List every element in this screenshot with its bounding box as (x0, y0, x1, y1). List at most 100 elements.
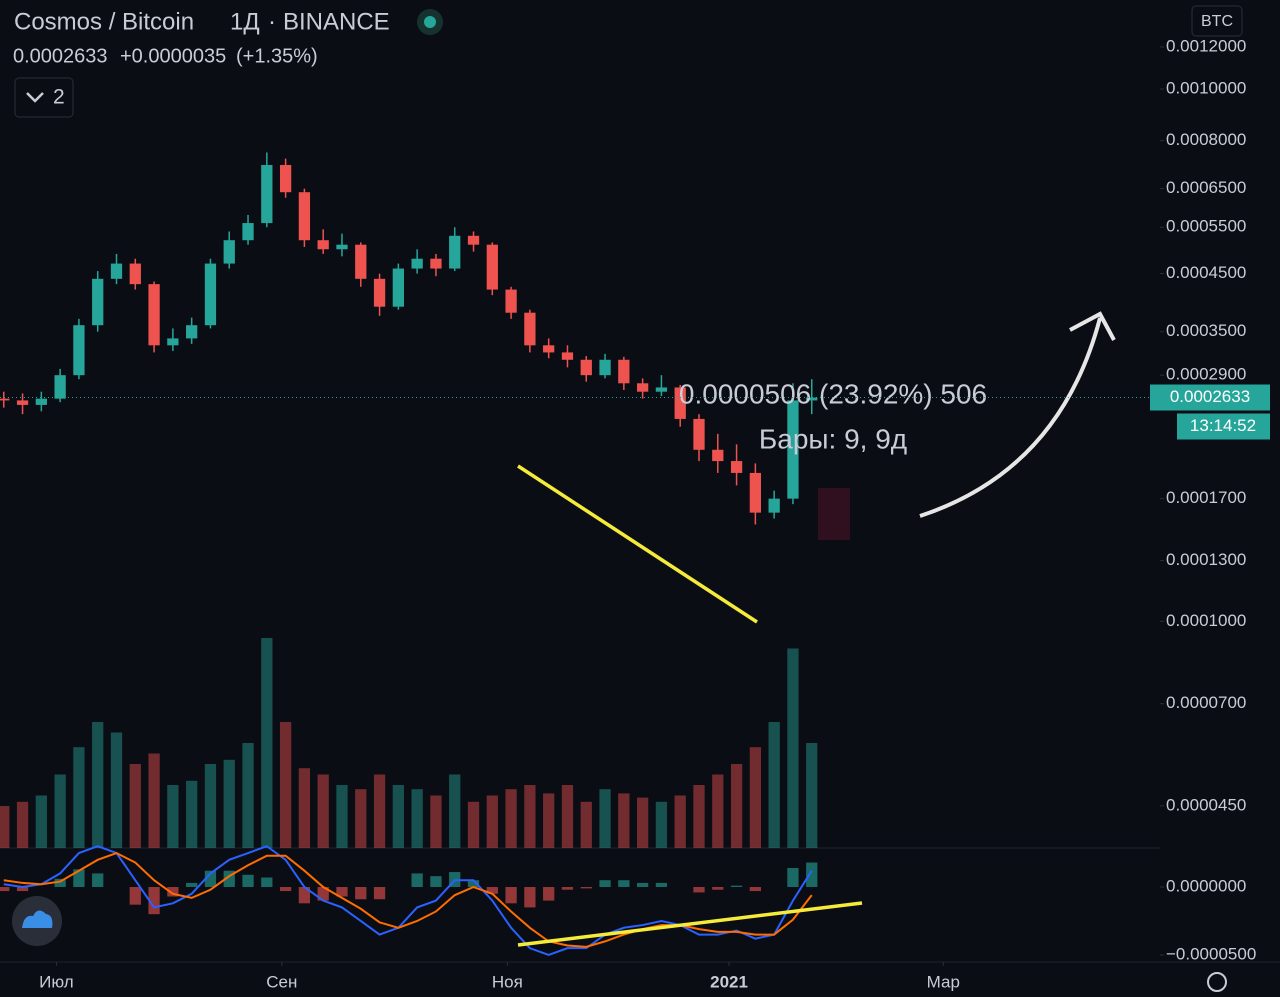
candle-body (543, 345, 555, 353)
volume-bar (186, 780, 198, 848)
y-tick-label: 0.0008000 (1166, 130, 1246, 149)
indicators-count: 2 (53, 86, 65, 109)
volume-bar (298, 768, 311, 848)
macd-histogram (467, 880, 480, 888)
volume-bar (787, 648, 799, 848)
measure-box (818, 488, 850, 540)
x-tick-label: Ноя (492, 972, 523, 991)
y-tick-label: 0.0012000 (1166, 36, 1246, 55)
y-tick-label: 0.0003500 (1166, 321, 1246, 340)
macd-histogram (129, 887, 141, 905)
macd-histogram (186, 882, 198, 888)
y-tick-label: 0.0001700 (1166, 488, 1246, 507)
candle-body (186, 325, 198, 339)
volume-bar (336, 785, 348, 848)
volume-bar (505, 789, 517, 848)
macd-histogram (486, 887, 498, 894)
x-tick-label: Сен (266, 972, 297, 991)
macd-histogram (92, 873, 104, 888)
candle-body (392, 268, 404, 307)
countdown-bg (1177, 413, 1270, 440)
exchange-dot: · (268, 8, 276, 35)
volume-bar (806, 743, 818, 848)
candle-body (167, 338, 179, 346)
candle-body (505, 289, 517, 313)
macd-histogram (543, 887, 555, 901)
macd-histogram (749, 887, 762, 892)
candle-body (655, 387, 668, 392)
candle-body (54, 375, 66, 399)
candle-body (0, 398, 10, 401)
candle-body (449, 235, 461, 269)
trend-line (517, 901, 863, 947)
volume-bar (467, 801, 480, 848)
macd-histogram (806, 862, 818, 888)
price-label: 0.0002633 (1170, 387, 1250, 406)
symbol: Cosmos / Bitcoin (14, 8, 194, 35)
candle-body (261, 164, 273, 224)
volume-bar (148, 753, 160, 848)
macd-histogram (279, 887, 292, 892)
candle-body (411, 258, 423, 269)
macd-histogram (505, 887, 517, 904)
y-tick-label: 0.0010000 (1166, 79, 1246, 98)
y2-tick-label: 0.0000000 (1166, 876, 1246, 895)
volume-bar (599, 789, 611, 848)
measure-bars: Бары: 9, 9д (759, 423, 907, 454)
volume-bar (392, 785, 404, 848)
candle-body (599, 359, 611, 376)
macd-histogram (167, 887, 179, 897)
macd-histogram (580, 887, 592, 889)
candle-body (730, 461, 743, 473)
volume-bar (0, 806, 10, 848)
macd-histogram (54, 878, 66, 888)
y-tick-label: 0.0005500 (1166, 217, 1246, 236)
candle-body (674, 387, 686, 419)
volume-bar (712, 774, 724, 848)
y-tick-label: 0.0000700 (1166, 693, 1246, 712)
indicators-button[interactable] (14, 77, 74, 118)
macd-histogram (430, 876, 442, 888)
y-tick-label: 0.0000450 (1166, 795, 1246, 814)
currency-badge[interactable] (1191, 5, 1243, 37)
x-tick-label: Мар (927, 972, 960, 991)
trend-line (517, 464, 758, 624)
macd-histogram (730, 885, 743, 888)
macd-histogram (336, 887, 348, 897)
candle-body (636, 383, 649, 392)
macd-histogram (16, 887, 29, 892)
candle-body (768, 498, 780, 513)
volume-bar (204, 764, 217, 848)
volume-bar (242, 743, 254, 848)
y2-tick-label: −0.0000500 (1166, 944, 1256, 963)
macd-histogram (524, 887, 536, 908)
volume-bar (449, 774, 461, 848)
chevron (26, 92, 44, 103)
arrow-head (1069, 311, 1116, 341)
countdown: 13:14:52 (1190, 416, 1256, 435)
candle-body (561, 352, 574, 360)
candle-body (693, 418, 705, 450)
marks (0, 152, 818, 957)
volume-bar (730, 764, 743, 848)
volume-bar (373, 774, 386, 848)
candle-body (317, 240, 329, 250)
volume-bar (73, 747, 85, 848)
volume-bar (430, 795, 442, 848)
macd-histogram (0, 887, 10, 892)
candle-body (223, 240, 235, 264)
x-tick-label: Июл (39, 972, 74, 991)
change-pct: (+1.35%) (236, 45, 318, 67)
volume-bar (580, 801, 592, 848)
macd-histogram (599, 880, 611, 888)
volume-bar (749, 747, 762, 848)
macd-histogram (618, 880, 630, 888)
candle-body (336, 244, 348, 250)
volume-bar (317, 774, 329, 848)
settings[interactable] (1207, 972, 1227, 992)
volume-bar (411, 789, 423, 848)
candle-body (467, 235, 480, 245)
candle-body (148, 284, 160, 346)
volume-bar (261, 638, 273, 848)
